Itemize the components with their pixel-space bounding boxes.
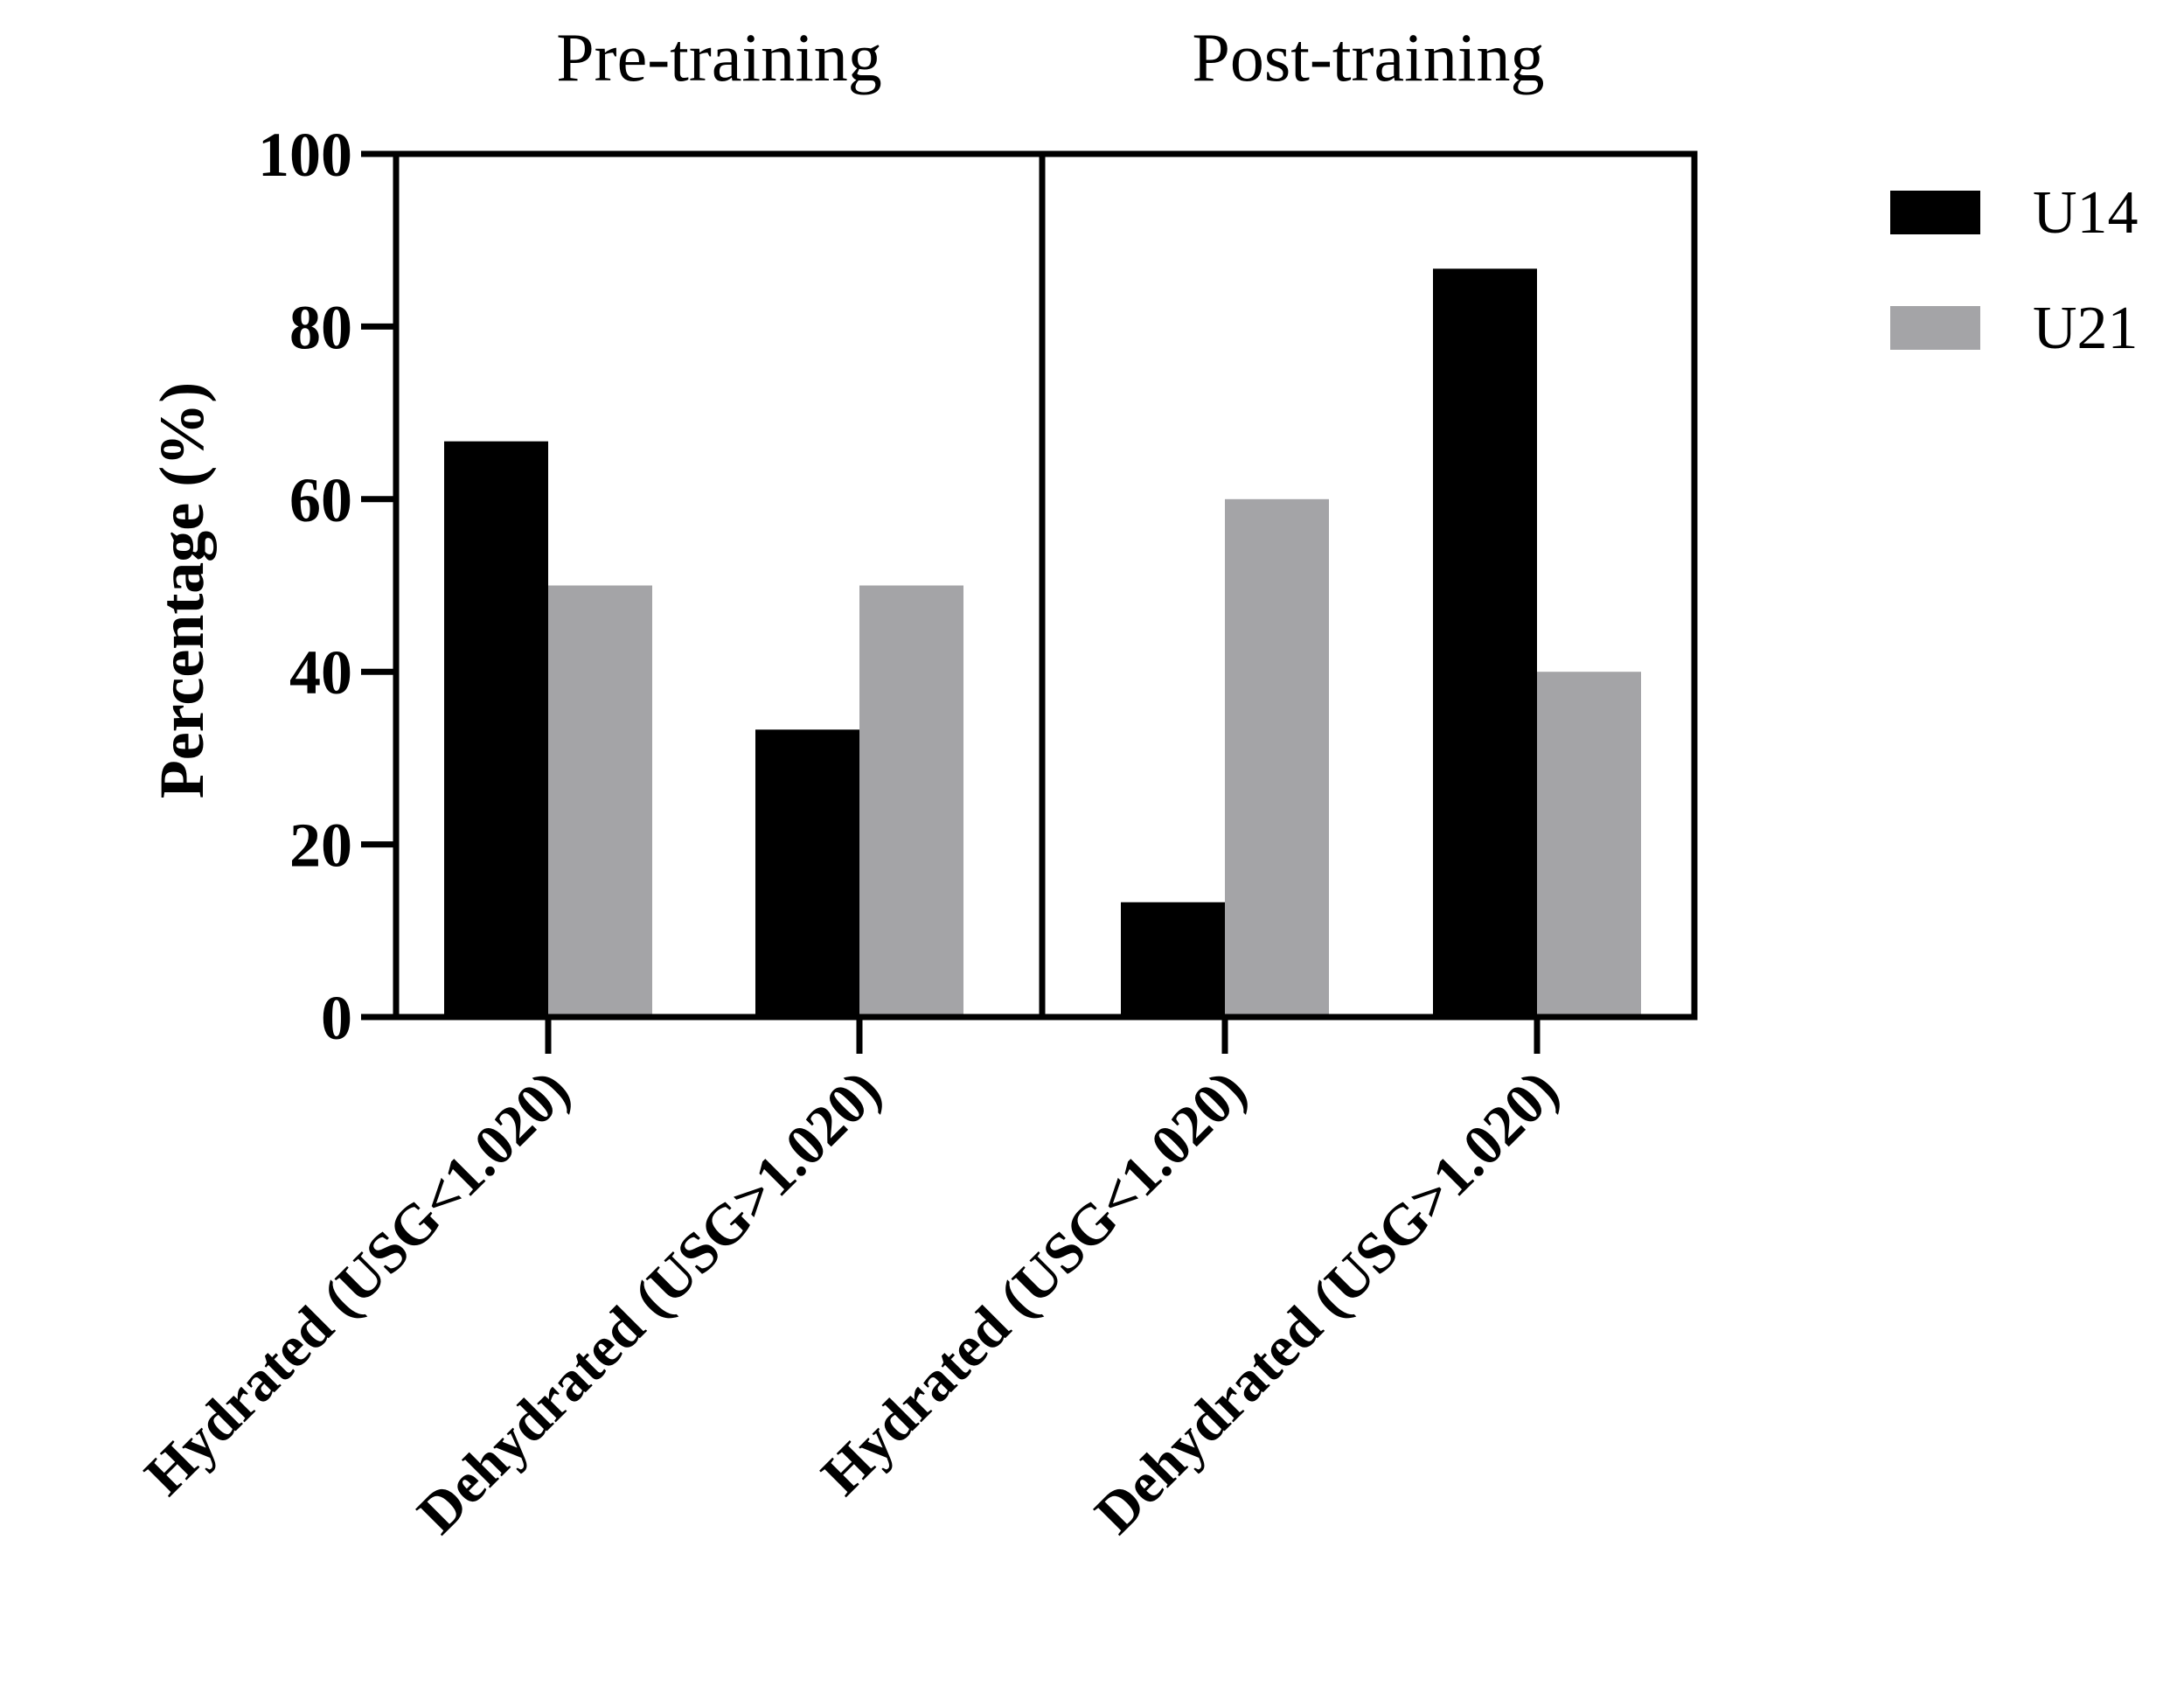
y-tick-label: 60 [289, 465, 352, 535]
x-axis: Hydrated (USG<1.020)Dehydrated (USG>1.02… [133, 1017, 1571, 1546]
bar-u14-pre-dehydrated [755, 729, 859, 1017]
bar-u21-post-hydrated [1225, 498, 1329, 1017]
bar-u14-post-hydrated [1121, 902, 1225, 1017]
y-axis-label: Percentage (%) [147, 382, 217, 798]
y-tick-label: 80 [289, 292, 352, 362]
y-axis: 0 20 40 60 80 100 [258, 120, 396, 1053]
bars-layer [444, 268, 1641, 1017]
legend-swatch-u14 [1890, 191, 1980, 234]
y-tick-label: 20 [289, 811, 352, 881]
bar-u21-pre-hydrated [548, 585, 652, 1017]
panel-title-pre: Pre-training [556, 19, 882, 95]
bar-u21-pre-dehydrated [859, 585, 963, 1017]
y-tick-label: 40 [289, 638, 352, 707]
plot-frame [393, 150, 1698, 1021]
bar-u21-post-dehydrated [1537, 672, 1641, 1017]
bar-u14-post-dehydrated [1433, 268, 1537, 1017]
legend-label-u21: U21 [2033, 295, 2139, 362]
legend-label-u14: U14 [2033, 179, 2139, 247]
legend-swatch-u21 [1890, 306, 1980, 350]
panel-title-post: Post-training [1193, 19, 1545, 95]
bar-u14-pre-hydrated [444, 441, 548, 1017]
panel-titles: Pre-training Post-training [556, 19, 1544, 95]
y-tick-label: 0 [321, 983, 352, 1053]
legend: U14 U21 [1890, 179, 2139, 362]
y-tick-label: 100 [258, 120, 352, 190]
